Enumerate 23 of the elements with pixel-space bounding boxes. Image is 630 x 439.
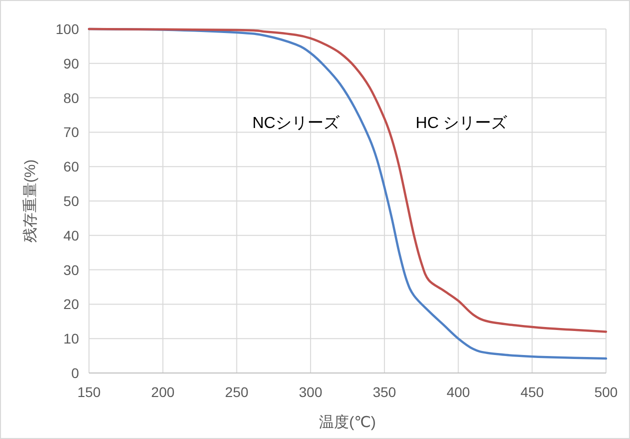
y-tick-label: 0 <box>71 365 80 381</box>
y-tick-label: 10 <box>63 330 80 347</box>
x-tick-label: 400 <box>446 384 470 400</box>
y-tick-label: 100 <box>56 21 80 37</box>
x-tick-label: 450 <box>520 384 544 400</box>
series-label: HC シリーズ <box>416 114 508 132</box>
x-tick-label: 150 <box>77 384 101 400</box>
y-tick-label: 60 <box>63 158 80 175</box>
y-tick-label: 20 <box>63 296 80 312</box>
y-axis-title: 残存重量(%) <box>22 159 39 243</box>
y-tick-label: 50 <box>63 193 80 209</box>
y-tick-label: 30 <box>63 262 80 278</box>
x-tick-label: 350 <box>372 384 396 400</box>
x-tick-label: 300 <box>298 384 322 400</box>
x-axis-title: 温度(℃) <box>319 414 376 431</box>
x-tick-label: 200 <box>151 384 175 400</box>
y-tick-label: 80 <box>63 90 80 106</box>
y-tick-label: 70 <box>63 124 80 140</box>
series-label: NCシリーズ <box>252 114 340 132</box>
y-tick-label: 40 <box>63 227 80 244</box>
y-tick-label: 90 <box>63 55 80 72</box>
x-tick-label: 500 <box>594 384 618 400</box>
x-tick-label: 250 <box>225 384 249 400</box>
